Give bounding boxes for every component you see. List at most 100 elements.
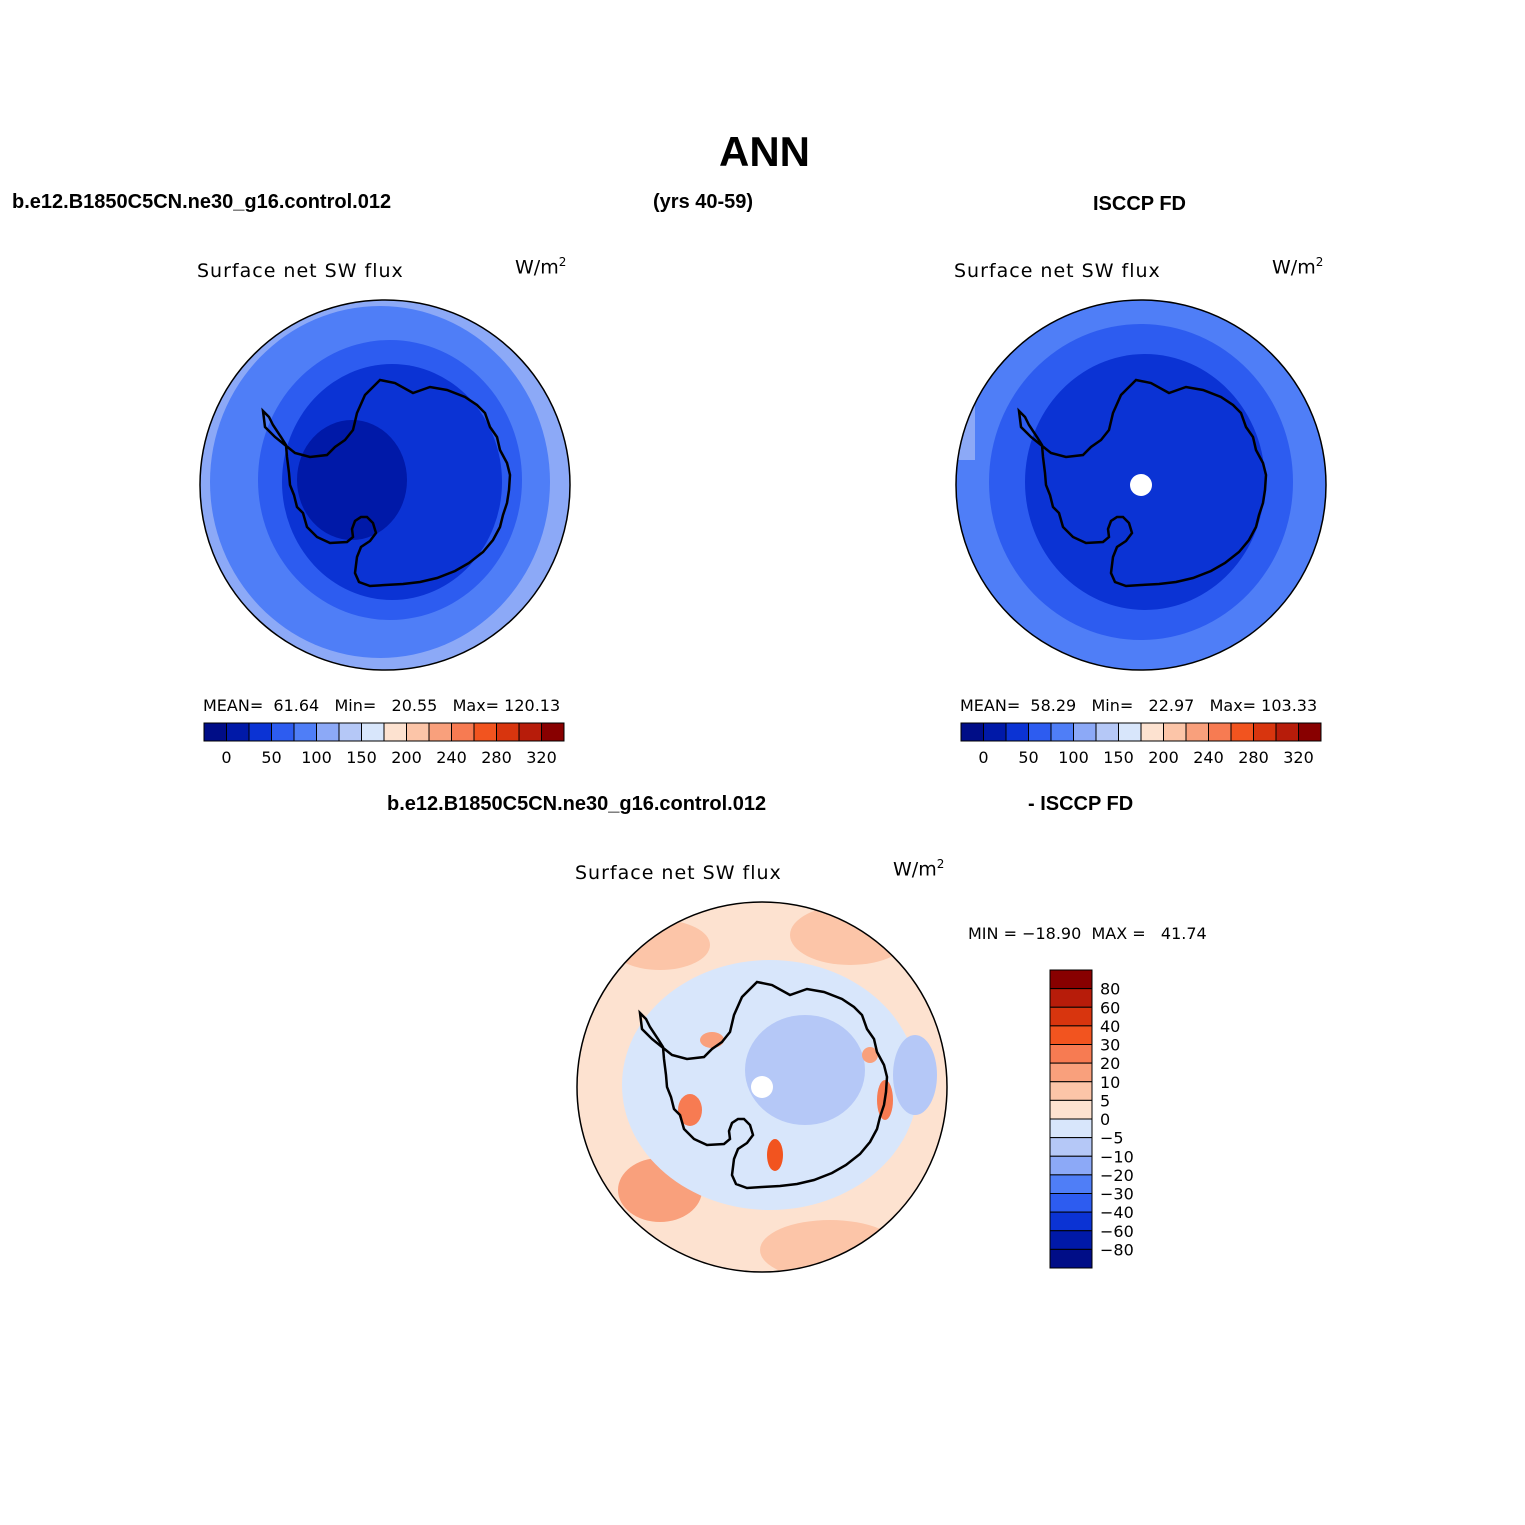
colorbar-tick-label: −60 [1100, 1222, 1134, 1241]
model-map [199, 299, 571, 671]
colorbar-tick-label: 20 [1100, 1054, 1120, 1073]
colorbar-swatch [1050, 722, 1074, 742]
colorbar-swatch [226, 722, 250, 742]
colorbar-swatch [496, 722, 520, 742]
colorbar-swatch [1049, 969, 1093, 990]
colorbar-tick-label: 0 [221, 748, 231, 767]
colorbar-tick-label: 0 [1100, 1110, 1110, 1129]
colorbar-swatch [203, 722, 227, 742]
colorbar-swatch [541, 722, 565, 742]
model-stats: MEAN= 61.64 Min= 20.55 Max= 120.13 [203, 696, 561, 715]
colorbar-tick-label: 60 [1100, 998, 1120, 1017]
colorbar-swatch [383, 722, 407, 742]
colorbar-swatch [1230, 722, 1254, 742]
colorbar-tick-label: 80 [1100, 980, 1120, 999]
colorbar-tick-label: −10 [1100, 1147, 1134, 1166]
model-field-title: Surface net SW flux [197, 260, 404, 282]
colorbar-tick-label: 280 [1238, 748, 1269, 767]
colorbar-swatch [293, 722, 317, 742]
colorbar-tick-label: 240 [436, 748, 467, 767]
colorbar-swatch [316, 722, 340, 742]
colorbar-swatch [361, 722, 385, 742]
diff-stats: MIN = −18.90 MAX = 41.74 [968, 924, 1207, 943]
colorbar-swatch [1049, 1137, 1093, 1157]
colorbar-tick-label: 320 [1283, 748, 1314, 767]
colorbar-swatch [1049, 1081, 1093, 1101]
colorbar-tick-label: 200 [391, 748, 422, 767]
colorbar-tick-label: 30 [1100, 1036, 1120, 1055]
colorbar-swatch [248, 722, 272, 742]
colorbar-swatch [1140, 722, 1164, 742]
colorbar-swatch [518, 722, 542, 742]
diff-map [576, 901, 948, 1273]
colorbar-swatch [960, 722, 984, 742]
colorbar-tick-label: 150 [1103, 748, 1134, 767]
colorbar-tick-label: −30 [1100, 1185, 1134, 1204]
colorbar-tick-label: −80 [1100, 1240, 1134, 1259]
obs-name-label: ISCCP FD [1093, 193, 1186, 215]
colorbar-swatch [1049, 1099, 1093, 1120]
obs-field-title: Surface net SW flux [954, 260, 1161, 282]
colorbar-tick-label: −20 [1100, 1166, 1134, 1185]
obs-units: W/m2 [1272, 255, 1324, 279]
colorbar-tick-label: 40 [1100, 1017, 1120, 1036]
years-label: (yrs 40-59) [653, 191, 754, 213]
colorbar-tick-label: −40 [1100, 1203, 1134, 1222]
model-units: W/m2 [515, 255, 567, 279]
colorbar-swatch [1049, 1006, 1093, 1027]
colorbar-swatch [271, 722, 295, 742]
colorbar-tick-label: 320 [526, 748, 557, 767]
colorbar-swatch [451, 722, 475, 742]
model-colorbar: 0 50 100 150 200 240 280 320 [203, 722, 565, 767]
colorbar-tick-label: 150 [346, 748, 377, 767]
colorbar-swatch [1049, 1230, 1093, 1250]
colorbar-tick-label: 0 [978, 748, 988, 767]
colorbar-tick-label: 5 [1100, 1091, 1110, 1110]
diff-field-title: Surface net SW flux [575, 862, 782, 884]
colorbar-swatch [983, 722, 1007, 742]
colorbar-tick-label: −5 [1100, 1129, 1124, 1148]
colorbar-tick-label: 100 [301, 748, 332, 767]
obs-colorbar: 0 50 100 150 200 240 280 320 [960, 722, 1322, 767]
colorbar-swatch [1049, 1193, 1093, 1213]
colorbar-swatch [1049, 1044, 1093, 1064]
colorbar-swatch [1185, 722, 1209, 742]
diff-units: W/m2 [893, 857, 945, 881]
colorbar-swatch [1095, 722, 1119, 742]
colorbar-swatch [1049, 1248, 1093, 1269]
diff-obs-name: - ISCCP FD [1028, 793, 1134, 815]
colorbar-tick-label: 50 [1018, 748, 1038, 767]
colorbar-swatch [1118, 722, 1142, 742]
diff-case-name: b.e12.B1850C5CN.ne30_g16.control.012 [387, 793, 767, 815]
colorbar-swatch [1049, 1211, 1093, 1232]
colorbar-swatch [1049, 988, 1093, 1008]
colorbar-swatch [1049, 1155, 1093, 1176]
case-name-label: b.e12.B1850C5CN.ne30_g16.control.012 [12, 191, 392, 213]
colorbar-swatch [1275, 722, 1299, 742]
colorbar-swatch [1073, 722, 1097, 742]
colorbar-swatch [1208, 722, 1232, 742]
colorbar-swatch [338, 722, 362, 742]
colorbar-swatch [1163, 722, 1187, 742]
colorbar-swatch [1005, 722, 1029, 742]
colorbar-swatch [1049, 1025, 1093, 1045]
obs-stats: MEAN= 58.29 Min= 22.97 Max= 103.33 [960, 696, 1318, 715]
colorbar-tick-label: 10 [1100, 1073, 1120, 1092]
colorbar-swatch [1049, 1174, 1093, 1194]
colorbar-swatch [473, 722, 497, 742]
colorbar-swatch [428, 722, 452, 742]
colorbar-tick-label: 240 [1193, 748, 1224, 767]
colorbar-tick-label: 100 [1058, 748, 1089, 767]
colorbar-swatch [1028, 722, 1052, 742]
colorbar-tick-label: 200 [1148, 748, 1179, 767]
colorbar-swatch [406, 722, 430, 742]
colorbar-tick-label: 280 [481, 748, 512, 767]
colorbar-swatch [1049, 1062, 1093, 1083]
colorbar-swatch [1298, 722, 1322, 742]
main-title: ANN [719, 128, 810, 175]
colorbar-swatch [1049, 1118, 1093, 1139]
colorbar-tick-label: 50 [261, 748, 281, 767]
obs-map [955, 299, 1327, 671]
